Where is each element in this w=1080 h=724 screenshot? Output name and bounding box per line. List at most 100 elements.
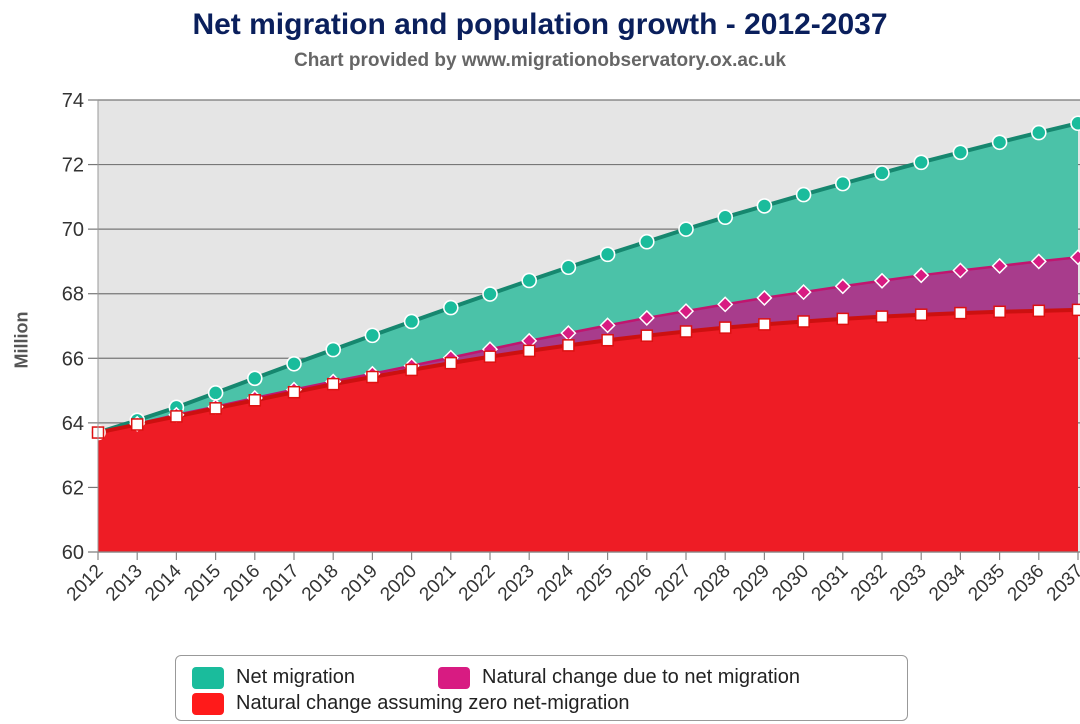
x-tick-label: 2024 [533,560,578,605]
point-natural-zero[interactable] [405,363,418,377]
x-tick-label: 2026 [612,561,657,606]
point-natural-due[interactable] [599,317,616,334]
area-layer [98,123,1078,552]
point-net-migration[interactable] [834,175,851,192]
point-natural-zero[interactable] [170,410,183,423]
point-natural-zero[interactable] [444,356,458,370]
point-natural-due[interactable] [834,278,851,295]
chart-canvas: 60 62 64 66 68 70 72 74 201220132014201520162017… [62,90,1080,606]
y-tick-label: 72 [62,155,84,177]
x-tick-label: 2017 [259,561,304,606]
x-tick-label: 2014 [141,560,186,605]
point-net-migration[interactable] [442,299,459,316]
point-natural-zero[interactable] [914,308,928,321]
y-tick-label: 64 [62,413,84,435]
point-net-migration[interactable] [913,154,930,171]
point-net-migration[interactable] [403,313,420,330]
point-natural-zero[interactable] [130,418,144,431]
point-natural-zero[interactable] [797,315,810,328]
point-net-migration[interactable] [521,272,538,289]
point-net-migration[interactable] [756,198,773,214]
point-natural-zero[interactable] [1032,304,1046,318]
point-natural-due[interactable] [873,272,891,289]
point-natural-due[interactable] [1030,253,1047,270]
x-tick-label: 2037 [1043,561,1080,606]
x-tick-label: 2034 [925,560,970,605]
legend-swatch-natural-zero [192,692,224,715]
point-natural-zero[interactable] [483,350,497,363]
y-tick-label: 66 [62,348,84,370]
x-tick-label: 2022 [455,561,500,606]
point-net-migration[interactable] [482,286,498,302]
point-natural-due[interactable] [756,289,773,306]
point-natural-due[interactable] [638,309,655,326]
point-net-migration[interactable] [952,144,969,161]
y-tick-label: 68 [62,284,84,306]
legend-label-natural-due: Natural change due to net migration [482,666,800,688]
y-tick-label: 74 [62,90,84,112]
chart-title: Net migration and population growth - 20… [192,8,888,41]
point-natural-zero[interactable] [993,305,1006,319]
legend-label-net-migration: Net migration [236,666,355,688]
point-natural-due[interactable] [677,303,695,320]
legend-item-natural-zero[interactable]: Natural change assuming zero net-migrati… [192,692,630,715]
y-tick-label: 62 [62,477,84,499]
x-tick-label: 2035 [964,561,1009,606]
x-tick-label: 2020 [376,561,421,606]
point-natural-zero[interactable] [562,339,575,352]
legend-swatch-natural-due [438,666,470,689]
point-net-migration[interactable] [599,246,616,263]
legend: Net migration Natural change due to net … [175,655,908,721]
x-tick-label: 2036 [1004,561,1049,606]
point-net-migration[interactable] [560,259,577,276]
point-natural-zero[interactable] [718,321,732,334]
point-net-migration[interactable] [1070,115,1080,132]
point-natural-due[interactable] [913,267,930,284]
point-net-migration[interactable] [286,355,302,372]
point-natural-zero[interactable] [1071,303,1080,317]
point-natural-zero[interactable] [522,344,536,358]
legend-label-natural-zero: Natural change assuming zero net-migrati… [236,692,630,714]
point-natural-zero[interactable] [209,402,222,415]
point-natural-zero[interactable] [601,333,614,347]
point-natural-zero[interactable] [954,306,967,320]
x-tick-label: 2031 [808,561,853,606]
area-net-migration [98,123,1078,433]
point-net-migration[interactable] [207,385,224,401]
point-natural-zero[interactable] [679,325,693,338]
point-natural-due[interactable] [991,257,1008,275]
x-tick-label: 2021 [416,561,461,606]
x-tick-label: 2015 [180,561,225,606]
point-net-migration[interactable] [795,186,812,203]
point-net-migration[interactable] [247,370,263,387]
point-natural-zero[interactable] [366,370,379,384]
point-natural-due[interactable] [795,284,812,301]
point-natural-zero[interactable] [758,318,771,331]
legend-item-natural-due[interactable]: Natural change due to net migration [438,666,800,689]
y-tick-label: 70 [62,219,84,241]
point-natural-zero[interactable] [640,329,654,342]
point-natural-due[interactable] [1069,249,1080,266]
x-tick-label: 2019 [337,561,382,606]
point-net-migration[interactable] [991,134,1008,151]
point-net-migration[interactable] [638,233,655,250]
point-natural-due[interactable] [717,296,734,313]
point-net-migration[interactable] [678,221,694,237]
area-natural-zero [98,309,1078,552]
point-net-migration[interactable] [874,165,890,181]
legend-item-net-migration[interactable]: Net migration [192,666,355,689]
point-natural-due[interactable] [952,262,969,279]
point-natural-zero[interactable] [326,377,340,391]
point-net-migration[interactable] [364,327,381,344]
point-net-migration[interactable] [325,341,342,358]
point-net-migration[interactable] [717,209,734,225]
point-natural-zero[interactable] [836,312,850,326]
point-natural-zero[interactable] [248,394,262,407]
chart-subtitle: Chart provided by www.migrationobservato… [294,50,786,71]
x-tick-label: 2027 [651,561,696,606]
point-natural-zero[interactable] [875,310,889,323]
x-tick-label: 2028 [690,561,735,606]
x-tick-label: 2013 [102,561,147,606]
point-natural-zero[interactable] [287,385,301,399]
point-net-migration[interactable] [1031,124,1047,141]
